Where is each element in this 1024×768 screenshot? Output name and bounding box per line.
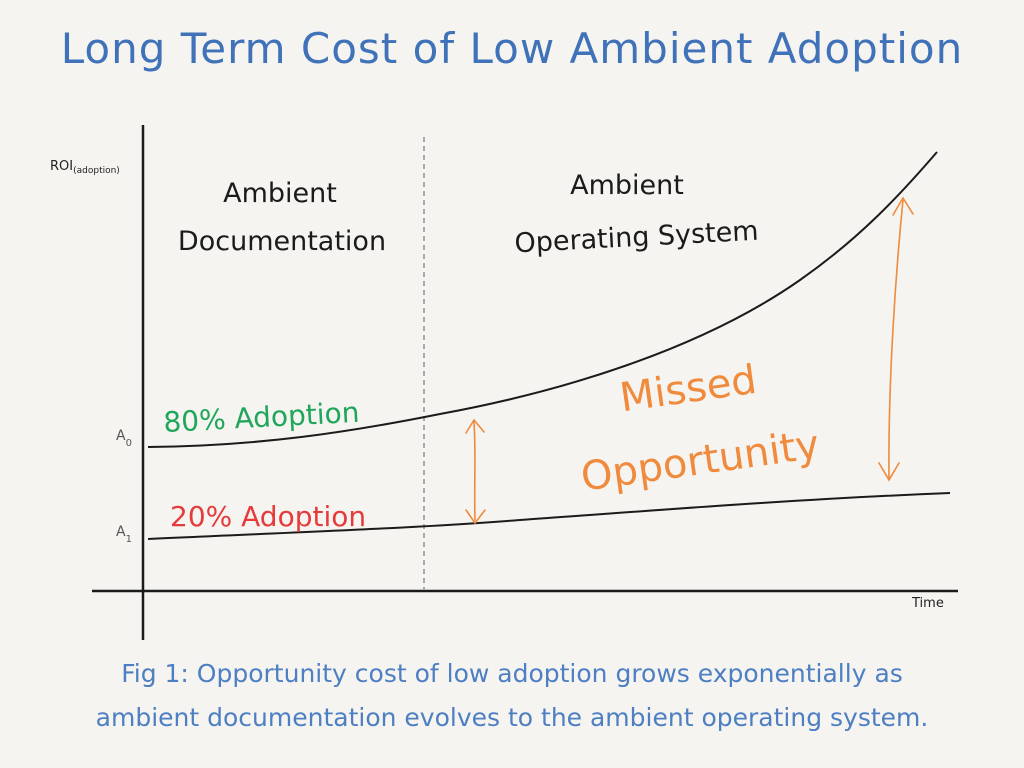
region-left-label-2: Documentation	[178, 226, 386, 257]
low-adoption-label: 20% Adoption	[170, 500, 366, 533]
region-left-label-1: Ambient	[223, 178, 337, 209]
high-adoption-curve	[147, 151, 938, 448]
x-axis-label: Time	[911, 596, 944, 611]
caption-line-1: Fig 1: Opportunity cost of low adoption …	[121, 659, 903, 688]
large-gap-arrow	[878, 196, 914, 482]
y-axis-label: ROI(adoption)	[50, 159, 120, 176]
figure-caption: Fig 1: Opportunity cost of low adoption …	[30, 652, 994, 740]
tick-high-label: A0	[116, 428, 132, 449]
region-right-label-2: Operating System	[514, 216, 760, 260]
missed-opportunity-label-1: Missed	[617, 357, 759, 422]
small-gap-arrow	[465, 418, 486, 525]
tick-low-label: A1	[116, 524, 132, 545]
region-right-label-1: Ambient	[570, 170, 684, 201]
low-adoption-curve	[147, 492, 951, 540]
page-title: Long Term Cost of Low Ambient Adoption	[60, 24, 964, 73]
caption-line-2: ambient documentation evolves to the amb…	[95, 703, 929, 732]
missed-opportunity-label-2: Opportunity	[578, 422, 822, 501]
